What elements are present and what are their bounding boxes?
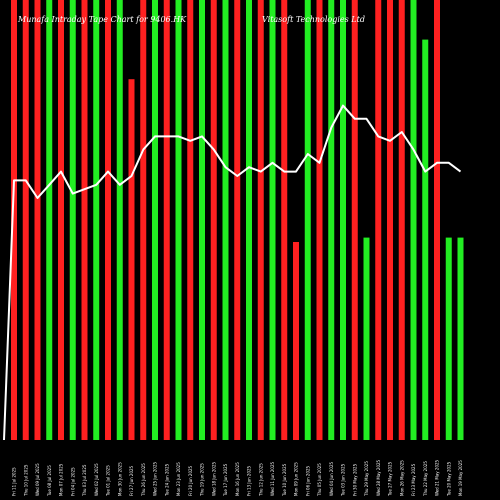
x-tick-label-12: Thu 26 Jun 2025 [141, 463, 146, 497]
bar-25 [293, 242, 299, 440]
x-tick-label-21: Fri 13 Jun 2025 [247, 465, 252, 496]
x-tick-label-15: Mon 23 Jun 2025 [176, 462, 181, 496]
bar-32 [375, 0, 382, 440]
bar-39 [457, 237, 464, 440]
bar-14 [163, 0, 170, 440]
bar-2 [22, 0, 29, 440]
x-tick-label-3: Wed 09 Jul 2025 [35, 463, 40, 496]
x-tick-label-11: Fri 27 Jun 2025 [129, 465, 134, 496]
trend-line [3, 104, 462, 441]
bar-30 [351, 0, 358, 440]
bar-1 [11, 0, 17, 440]
bar-36 [422, 39, 429, 440]
x-tick-label-5: Mon 07 Jul 2025 [59, 463, 64, 496]
bar-31 [363, 237, 370, 440]
bar-28 [328, 0, 335, 440]
x-tick-label-39: Mon 19 May 2025 [458, 460, 463, 496]
bar-17 [199, 0, 205, 440]
x-tick-label-2: Thu 10 Jul 2025 [23, 464, 28, 497]
x-tick-labels: Fri 11 Jul 2025 Thu 10 Jul 2025 Wed 09 Jul… [12, 459, 464, 497]
bar-21 [246, 0, 252, 440]
bar-33 [387, 0, 393, 440]
x-tick-label-14: Tue 24 Jun 2025 [164, 463, 169, 497]
x-tick-label-25: Mon 09 Jun 2025 [294, 462, 299, 496]
bar-29 [340, 0, 346, 440]
x-tick-label-35: Fri 23 May 2025 [411, 463, 416, 496]
x-tick-label-37: Wed 21 May 2025 [435, 459, 440, 496]
bar-15 [175, 0, 182, 440]
bar-10 [116, 0, 123, 440]
bar-16 [187, 0, 194, 440]
x-tick-label-38: Tue 20 May 2025 [446, 461, 451, 497]
x-tick-label-19: Tue 17 Jun 2025 [223, 463, 228, 497]
x-tick-label-20: Mon 16 Jun 2025 [235, 462, 240, 496]
bar-9 [105, 0, 111, 440]
bar-26 [304, 0, 311, 440]
x-tick-label-1: Fri 11 Jul 2025 [12, 467, 17, 496]
bar-12 [140, 0, 147, 440]
x-tick-label-13: Wed 25 Jun 2025 [153, 461, 158, 496]
x-tick-label-7: Thu 03 Jul 2025 [82, 464, 87, 497]
bar-4 [46, 0, 53, 440]
bar-27 [316, 0, 323, 440]
x-tick-label-22: Thu 12 Jun 2025 [258, 463, 263, 497]
x-tick-label-23: Wed 11 Jun 2025 [270, 461, 275, 496]
x-tick-label-30: Fri 30 May 2025 [352, 463, 357, 496]
bar-3 [34, 0, 41, 440]
bar-13 [152, 0, 158, 440]
x-tick-label-18: Wed 18 Jun 2025 [211, 461, 216, 496]
bar-38 [445, 237, 452, 440]
x-tick-label-8: Wed 02 Jul 2025 [94, 463, 99, 496]
x-tick-label-17: Thu 19 Jun 2025 [200, 463, 205, 497]
x-tick-label-24: Tue 10 Jun 2025 [282, 463, 287, 497]
bar-18 [210, 0, 217, 440]
bar-19 [222, 0, 229, 440]
bar-7 [81, 0, 88, 440]
x-tick-label-28: Wed 04 Jun 2025 [329, 461, 334, 496]
x-tick-label-27: Thu 05 Jun 2025 [317, 463, 322, 497]
x-tick-label-4: Tue 08 Jul 2025 [47, 465, 52, 497]
x-tick-label-6: Fri 04 Jul 2025 [70, 467, 75, 496]
chart-title: Munafa Intraday Tape Chart for 9406.HK [17, 15, 187, 24]
bar-5 [58, 0, 64, 440]
x-tick-label-10: Mon 30 Jun 2025 [117, 462, 122, 496]
x-tick-label-31: Thu 29 May 2025 [364, 461, 369, 497]
bar-8 [93, 0, 100, 440]
x-tick-label-33: Tue 27 May 2025 [388, 461, 393, 497]
bars-group [11, 0, 464, 440]
bar-22 [257, 0, 264, 440]
x-tick-label-36: Thu 22 May 2025 [423, 461, 428, 497]
chart-subtitle: Vitasoft Technologies Ltd [262, 15, 365, 24]
x-tick-label-34: Mon 26 May 2025 [399, 460, 404, 496]
x-tick-label-29: Tue 03 Jun 2025 [341, 463, 346, 497]
x-tick-label-32: Wed 28 May 2025 [376, 459, 381, 496]
bar-35 [410, 0, 417, 440]
bar-20 [234, 0, 241, 440]
bar-37 [434, 0, 440, 440]
bar-34 [398, 0, 405, 440]
bar-6 [69, 0, 76, 440]
bar-11 [128, 79, 135, 440]
x-tick-label-16: Fri 20 Jun 2025 [188, 465, 193, 496]
bar-23 [269, 0, 276, 440]
x-tick-label-9: Tue 01 Jul 2025 [106, 465, 111, 497]
x-tick-label-26: Fri 06 Jun 2025 [305, 465, 310, 496]
bar-24 [281, 0, 288, 440]
